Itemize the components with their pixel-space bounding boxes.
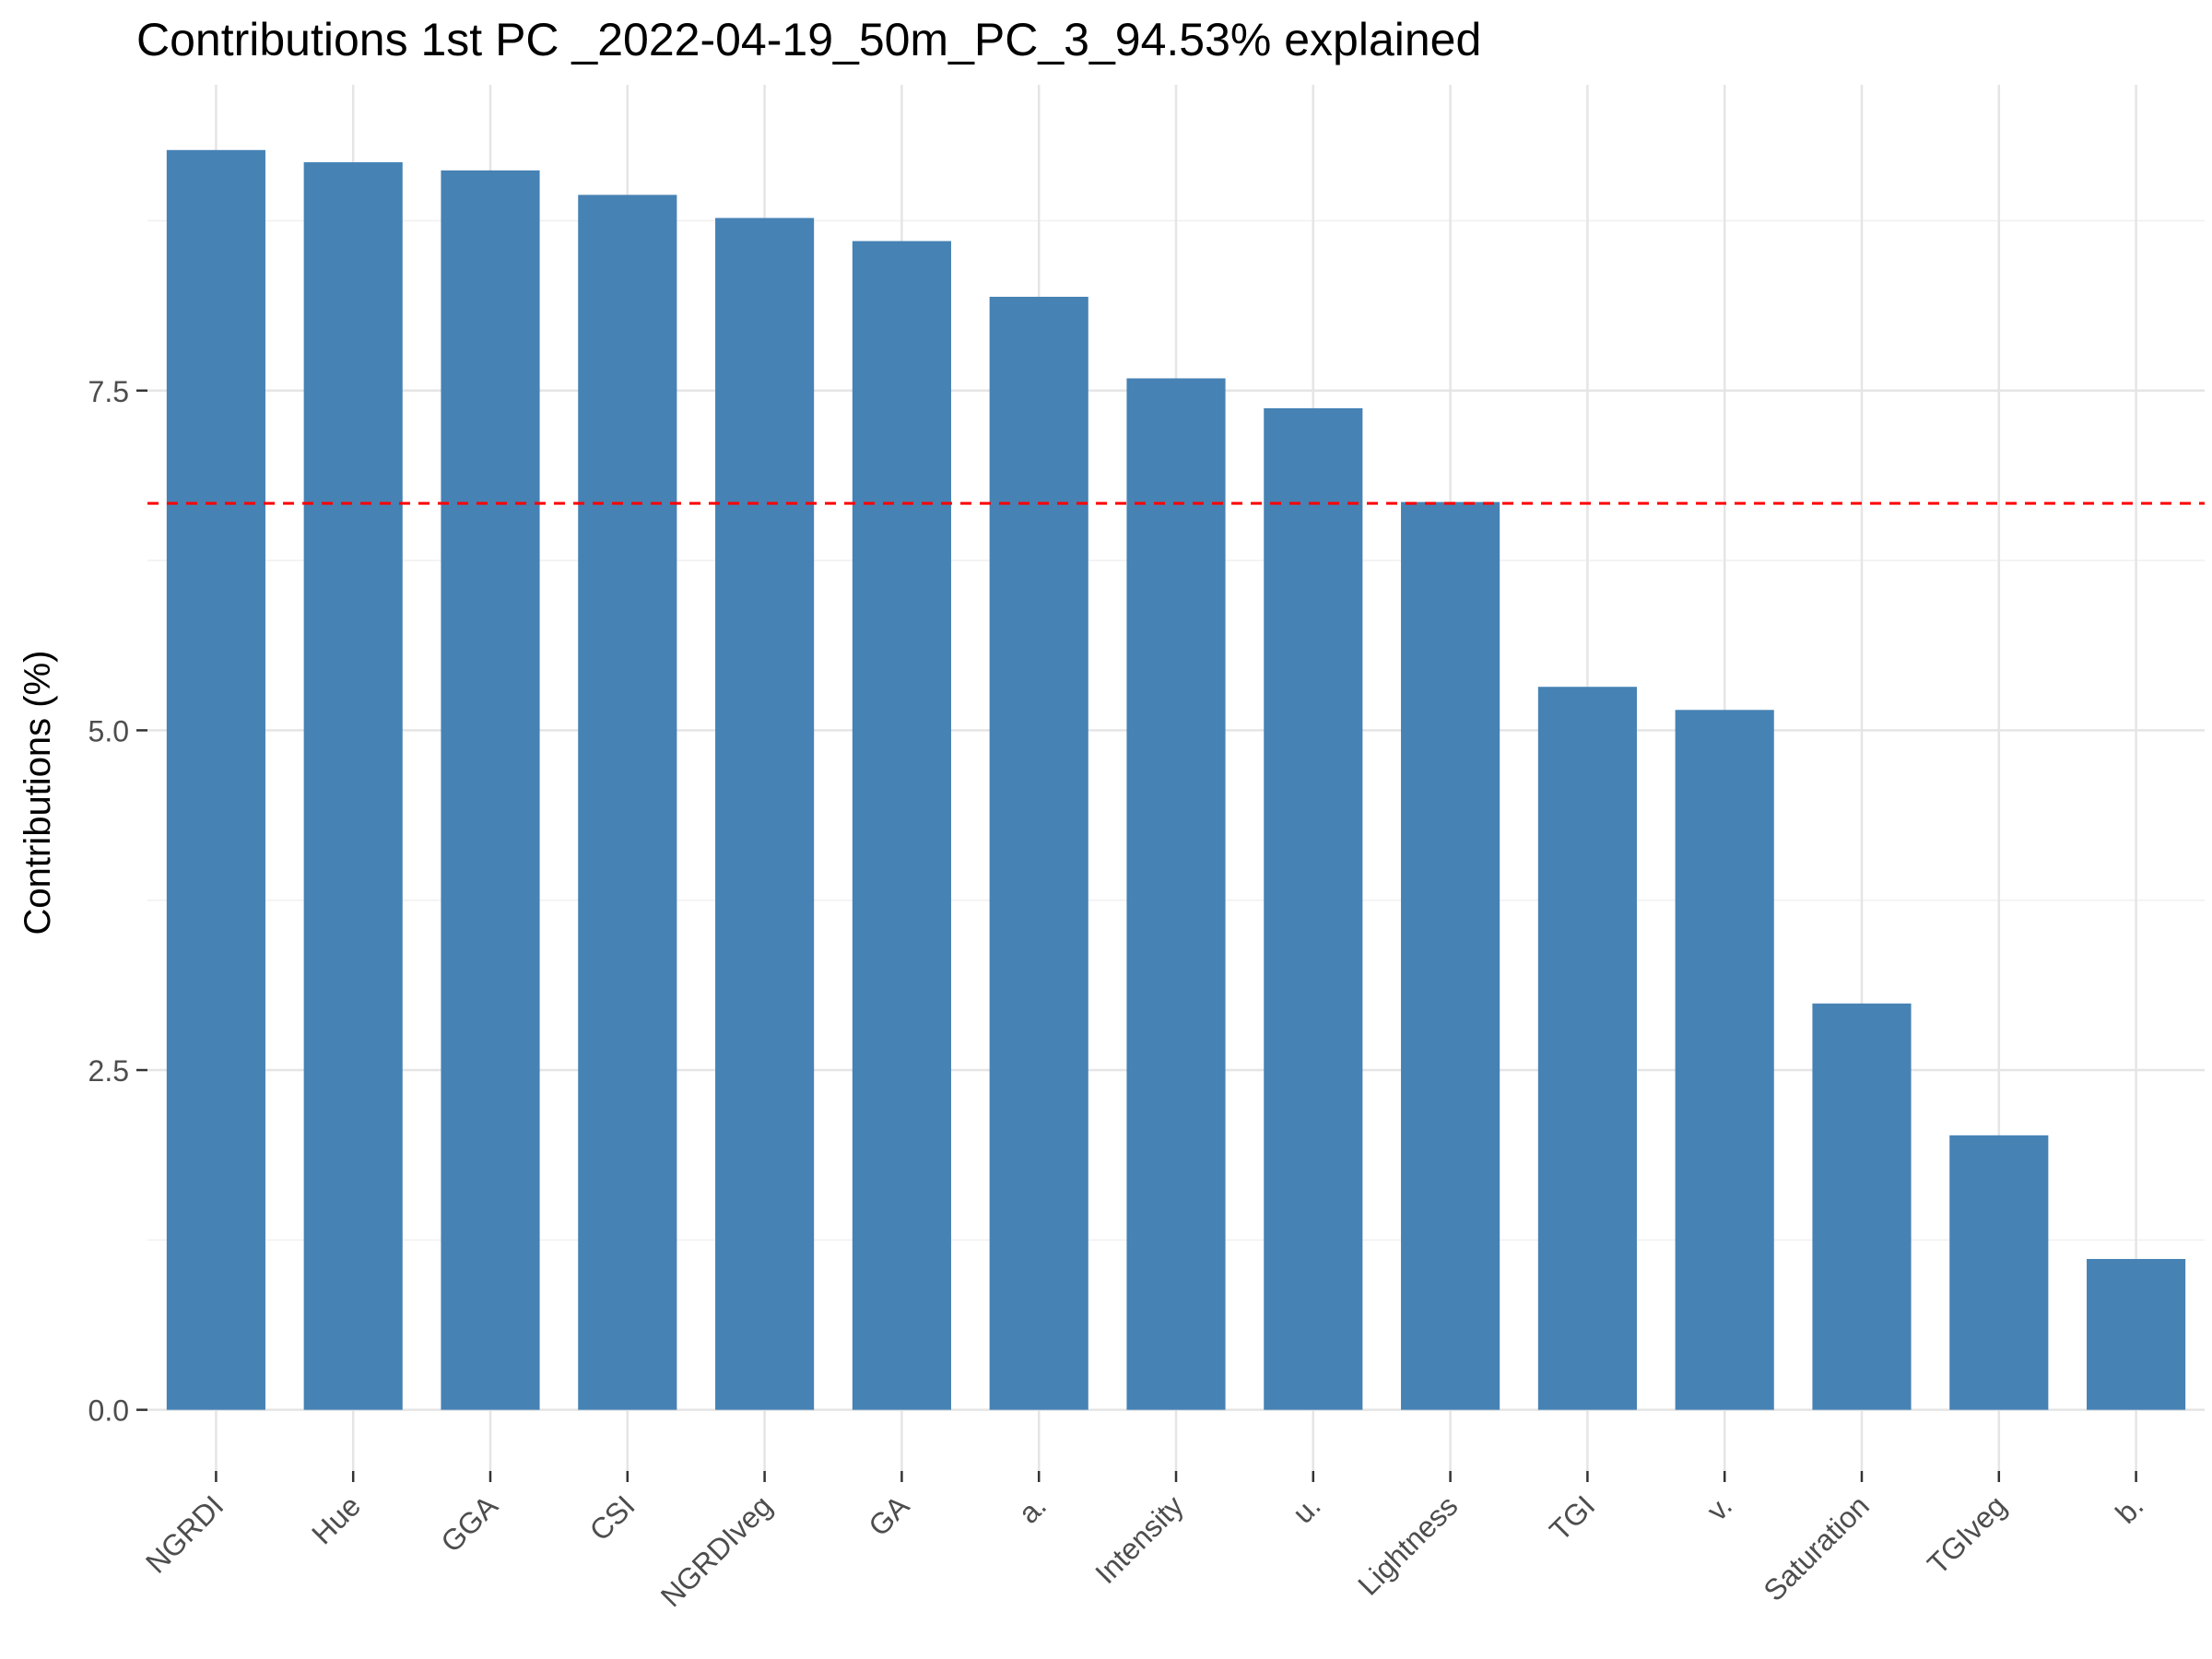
x-tick-label: Saturation <box>1757 1488 1876 1607</box>
y-tick-labels: 0.0 2.5 5.0 7.5 <box>88 375 129 1428</box>
bar-ngrdi <box>166 149 265 1410</box>
bar-v <box>1675 710 1774 1410</box>
bar-b <box>2087 1258 2186 1410</box>
y-tick-label: 7.5 <box>88 375 129 408</box>
bar-saturation <box>1812 1003 1912 1410</box>
x-tick-label: b. <box>2109 1488 2149 1529</box>
y-axis-title: Contributions (%) <box>18 650 58 935</box>
x-tick-label: GGA <box>434 1488 504 1559</box>
bar-ngrdiveg <box>715 218 815 1410</box>
x-tick-label: TGIveg <box>1921 1488 2013 1581</box>
x-tick-label: Intensity <box>1088 1488 1190 1590</box>
y-tick-label: 0.0 <box>88 1394 129 1428</box>
y-tick-label: 5.0 <box>88 714 129 747</box>
x-tick-label: Lightness <box>1351 1488 1464 1601</box>
bars <box>166 149 2186 1410</box>
x-tick-label: v. <box>1700 1488 1738 1526</box>
bar-gga <box>441 170 540 1410</box>
x-tick-label: TGI <box>1543 1488 1601 1547</box>
chart-title: Contributions 1st PC _2022-04-19_50m_PC_… <box>136 14 1482 65</box>
axis-ticks <box>136 389 2137 1482</box>
x-tick-label: Hue <box>305 1488 367 1550</box>
bar-a <box>989 297 1088 1410</box>
x-tick-label: CSI <box>583 1488 641 1547</box>
x-tick-labels: NGRDI Hue GGA CSI NGRDIveg GA a. Intensity u. Lig… <box>139 1488 2150 1613</box>
x-tick-label: u. <box>1286 1488 1326 1529</box>
x-tick-label: GA <box>862 1488 916 1543</box>
y-tick-label: 2.5 <box>88 1054 129 1088</box>
x-tick-label: NGRDIveg <box>654 1488 779 1613</box>
x-tick-label: NGRDI <box>139 1488 229 1579</box>
bar-lightness <box>1401 501 1500 1410</box>
bar-csi <box>578 194 677 1410</box>
bar-hue <box>303 162 403 1410</box>
bar-intensity <box>1126 378 1226 1410</box>
bar-u <box>1264 407 1363 1410</box>
bar-tgi <box>1537 687 1637 1410</box>
bar-ga <box>852 241 951 1410</box>
bar-tgiveg <box>1949 1135 2049 1410</box>
x-tick-label: a. <box>1012 1488 1053 1529</box>
